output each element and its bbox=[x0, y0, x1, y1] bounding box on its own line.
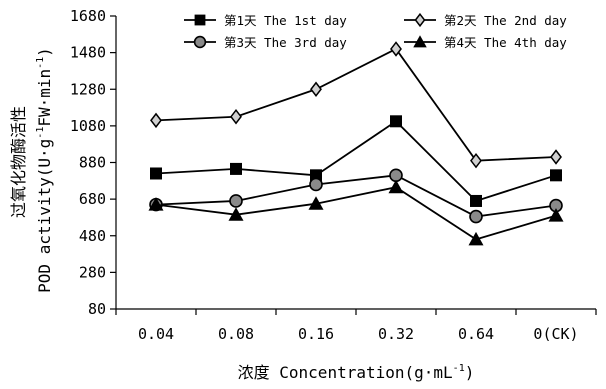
y-axis-title-en-sup2: -1 bbox=[35, 57, 46, 69]
series-line bbox=[155, 120, 557, 202]
data-point-triangle bbox=[548, 208, 564, 222]
y-axis-ticks: 80 280 480 680 880 1080 1280 1480 1680 bbox=[70, 7, 116, 318]
legend-circle-icon bbox=[193, 35, 207, 49]
y-axis-title-en: POD activity(U·g-1FW·min-1) bbox=[35, 47, 54, 293]
y-tick-label: 680 bbox=[79, 190, 106, 208]
data-point-circle bbox=[469, 209, 483, 224]
x-tick-label: 0.32 bbox=[378, 325, 414, 343]
data-point-circle bbox=[229, 194, 243, 208]
x-tick-label: 0.64 bbox=[458, 325, 494, 343]
x-axis-title-sup: -1 bbox=[453, 363, 465, 374]
y-axis-title-en-main: POD activity(U·g bbox=[35, 139, 54, 293]
series-4 bbox=[148, 179, 564, 246]
legend-item: 第2天 The 2nd day bbox=[404, 12, 567, 28]
series-line bbox=[155, 174, 557, 218]
legend-label: 第1天 The 1st day bbox=[224, 13, 347, 28]
legend: 第1天 The 1st day 第2天 The 2nd day 第3天 The 3r… bbox=[184, 12, 567, 50]
y-tick-label: 80 bbox=[88, 300, 106, 318]
data-point-diamond bbox=[310, 81, 322, 97]
y-tick-label: 1280 bbox=[70, 80, 106, 98]
series-1 bbox=[150, 115, 562, 207]
data-point-triangle bbox=[148, 197, 164, 211]
data-point-square bbox=[390, 115, 402, 128]
data-point-triangle bbox=[308, 196, 324, 210]
data-point-triangle bbox=[228, 207, 244, 221]
x-tick-label: 0.08 bbox=[218, 325, 254, 343]
x-tick-label: 0.04 bbox=[138, 325, 174, 343]
data-point-diamond bbox=[470, 152, 482, 169]
legend-triangle-icon bbox=[413, 35, 427, 48]
x-axis-title-main: 浓度 Concentration(g·mL bbox=[238, 363, 453, 382]
y-tick-label: 480 bbox=[79, 227, 106, 245]
x-axis-title: 浓度 Concentration(g·mL-1) bbox=[238, 363, 475, 382]
y-tick-label: 280 bbox=[79, 263, 106, 281]
y-tick-label: 880 bbox=[79, 154, 106, 172]
legend-square-icon bbox=[194, 14, 206, 26]
data-point-square bbox=[150, 167, 162, 180]
legend-diamond-icon bbox=[414, 12, 426, 28]
y-tick-label: 1680 bbox=[70, 7, 106, 25]
y-axis-title-en-sup: -1 bbox=[35, 127, 46, 139]
data-point-diamond bbox=[150, 112, 162, 129]
series-layer bbox=[148, 41, 564, 246]
x-tick-label: 0(CK) bbox=[533, 325, 578, 343]
legend-item: 第4天 The 4th day bbox=[404, 35, 567, 50]
data-point-circle bbox=[309, 177, 323, 192]
data-point-circle bbox=[389, 168, 403, 183]
y-axis-title-cn: 过氧化物酶活性 bbox=[9, 106, 28, 218]
data-point-diamond bbox=[390, 41, 402, 57]
series-line bbox=[155, 186, 557, 241]
legend-label: 第2天 The 2nd day bbox=[444, 13, 567, 28]
x-axis-ticks: 0.04 0.08 0.16 0.32 0.64 0(CK) bbox=[115, 309, 597, 343]
y-axis-title-en-end: ) bbox=[35, 47, 54, 57]
y-axis-title-en-tail: FW·min bbox=[35, 69, 54, 127]
series-2 bbox=[150, 41, 562, 169]
data-point-square bbox=[230, 162, 242, 175]
y-tick-label: 1080 bbox=[70, 117, 106, 135]
legend-item: 第3天 The 3rd day bbox=[184, 35, 347, 50]
legend-label: 第3天 The 3rd day bbox=[224, 35, 347, 50]
legend-item: 第1天 The 1st day bbox=[184, 13, 347, 28]
series-line bbox=[155, 47, 557, 162]
data-point-triangle bbox=[388, 179, 404, 194]
y-tick-label: 1480 bbox=[70, 44, 106, 62]
data-point-square bbox=[550, 169, 562, 182]
legend-label: 第4天 The 4th day bbox=[444, 35, 567, 50]
data-point-square bbox=[310, 169, 322, 182]
data-point-triangle bbox=[468, 231, 484, 246]
data-point-diamond bbox=[550, 149, 562, 165]
data-point-square bbox=[470, 194, 482, 207]
x-tick-label: 0.16 bbox=[298, 325, 334, 343]
data-point-diamond bbox=[230, 108, 242, 125]
x-axis-title-end: ) bbox=[465, 363, 475, 382]
